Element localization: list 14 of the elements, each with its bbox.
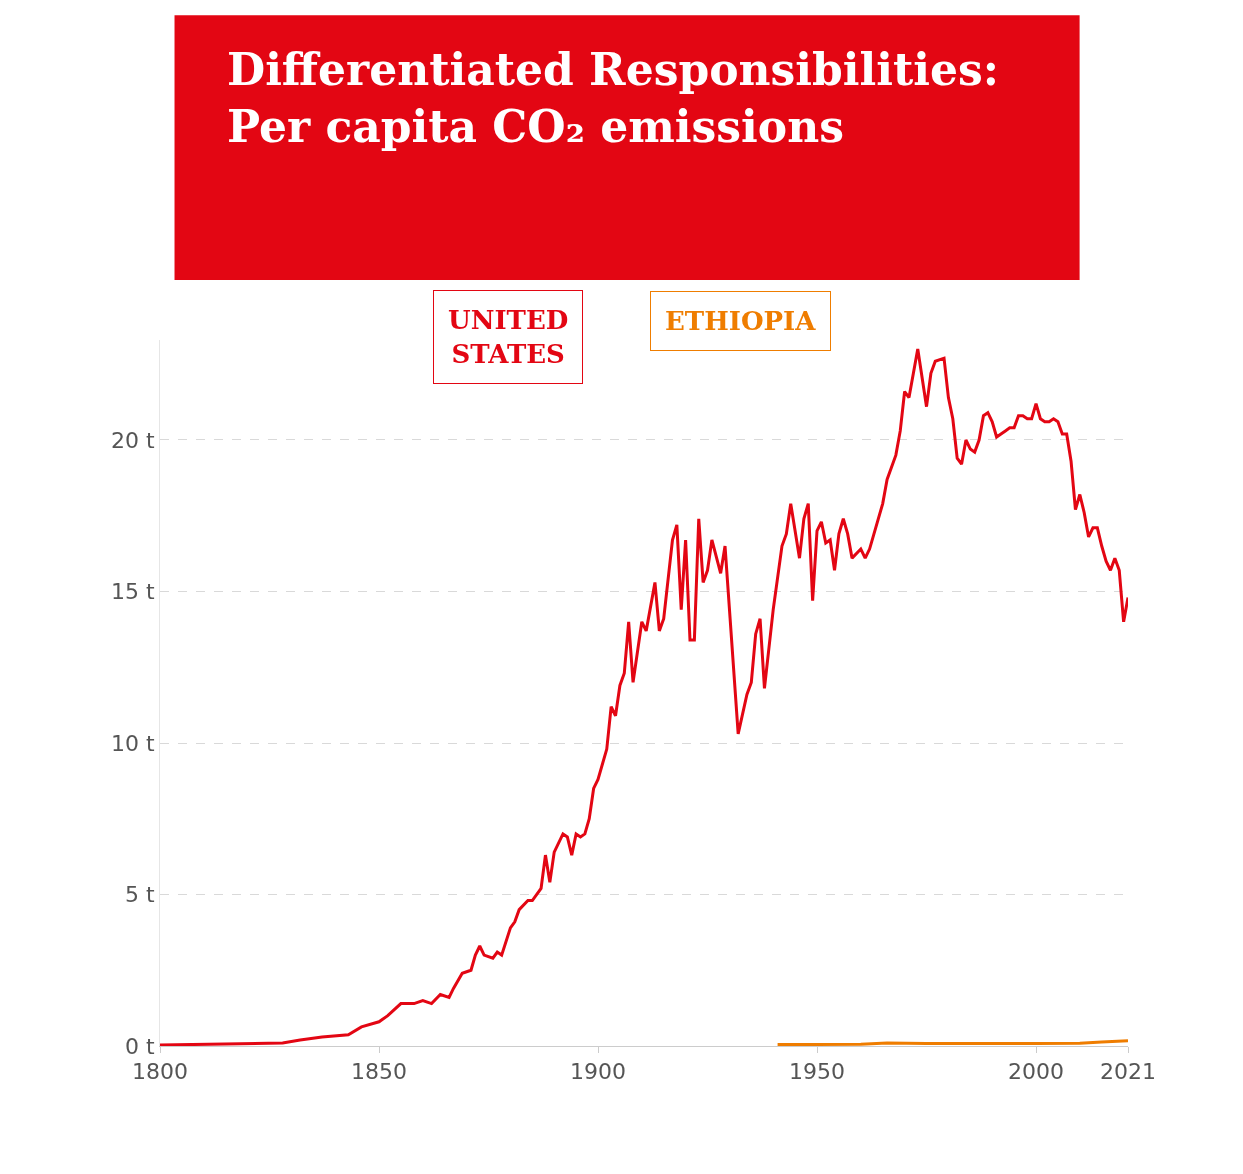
y-tick-label: 0 t [124, 1033, 155, 1059]
x-tick-label: 1800 [132, 1059, 188, 1085]
y-tick-label: 15 t [110, 579, 155, 605]
x-tick-label: 1900 [570, 1059, 627, 1085]
x-tick-label: 2021 [1100, 1059, 1156, 1085]
chart-title: Differentiated Responsibilities: Per capita CO₂ emissions [227, 44, 999, 153]
text: ETHIOPIA [665, 306, 817, 336]
x-tick-label: 1950 [789, 1059, 846, 1085]
y-tick-label: 20 t [110, 427, 155, 453]
x-tick-label: 2000 [1008, 1059, 1065, 1085]
text: UNITED STATES [448, 305, 569, 369]
y-tick-label: 10 t [110, 730, 155, 756]
y-tick-label: 5 t [124, 882, 155, 908]
x-tick-label: 1850 [351, 1059, 407, 1085]
